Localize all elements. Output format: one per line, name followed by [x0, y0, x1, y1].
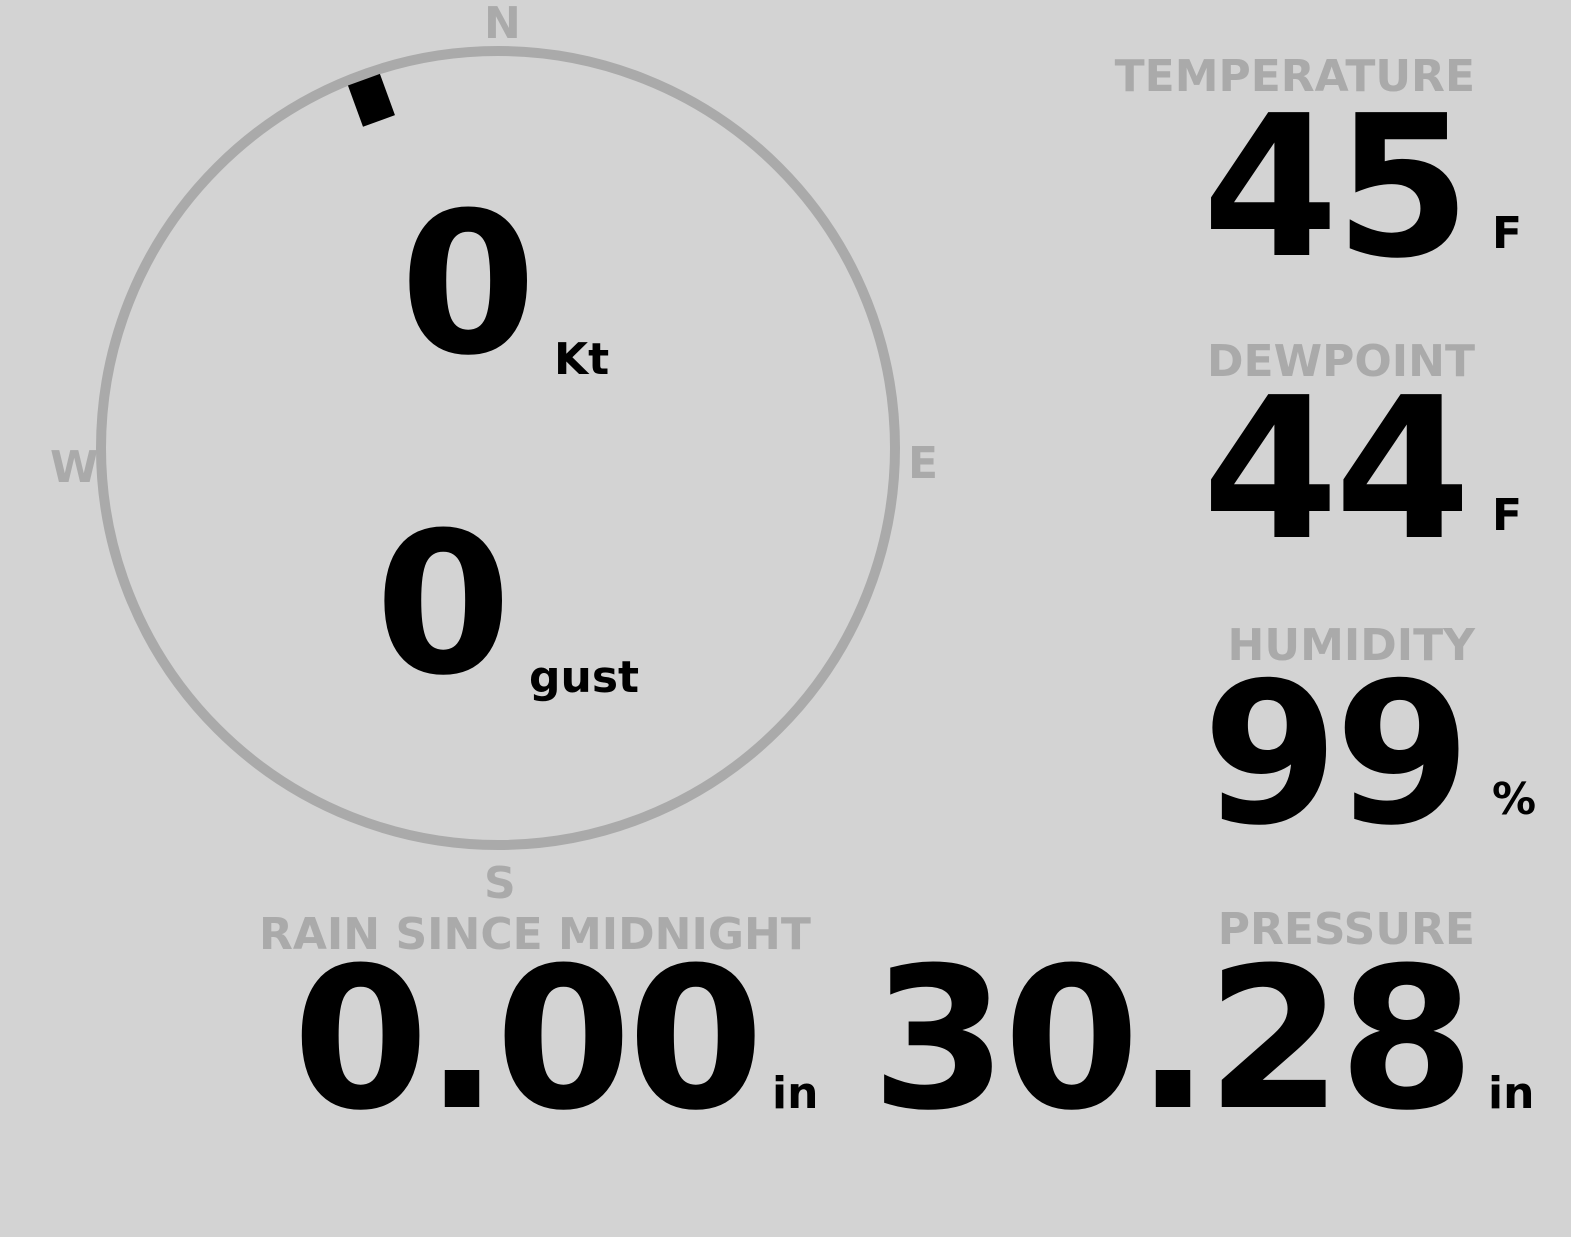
- temperature-label: TEMPERATURE: [1114, 51, 1475, 102]
- temperature-value: 45: [1202, 74, 1471, 302]
- compass-west-label: W: [50, 442, 99, 493]
- wind-gust-value: 0: [375, 491, 511, 719]
- dewpoint-value: 44: [1202, 356, 1471, 584]
- wind-gust-unit: gust: [529, 652, 640, 703]
- pressure-unit: in: [1488, 1068, 1535, 1119]
- compass-east-label: E: [908, 438, 939, 489]
- compass-north-label: N: [484, 0, 521, 49]
- dewpoint-unit: F: [1492, 490, 1523, 541]
- humidity-value: 99: [1202, 641, 1471, 869]
- rain-label: RAIN SINCE MIDNIGHT: [259, 909, 811, 960]
- compass-ring: [96, 46, 900, 850]
- rain-unit: in: [772, 1068, 819, 1119]
- humidity-label: HUMIDITY: [1227, 620, 1475, 671]
- wind-speed-unit: Kt: [554, 334, 610, 385]
- wind-speed-value: 0: [400, 171, 536, 399]
- rain-value: 0.00: [292, 926, 764, 1154]
- compass-south-label: S: [484, 858, 516, 909]
- pressure-label: PRESSURE: [1217, 904, 1475, 955]
- wind-direction-marker: [347, 73, 395, 127]
- wind-compass: [96, 46, 900, 850]
- pressure-value: 30.28: [871, 926, 1475, 1154]
- temperature-unit: F: [1492, 208, 1523, 259]
- dewpoint-label: DEWPOINT: [1207, 336, 1475, 387]
- humidity-unit: %: [1492, 774, 1537, 825]
